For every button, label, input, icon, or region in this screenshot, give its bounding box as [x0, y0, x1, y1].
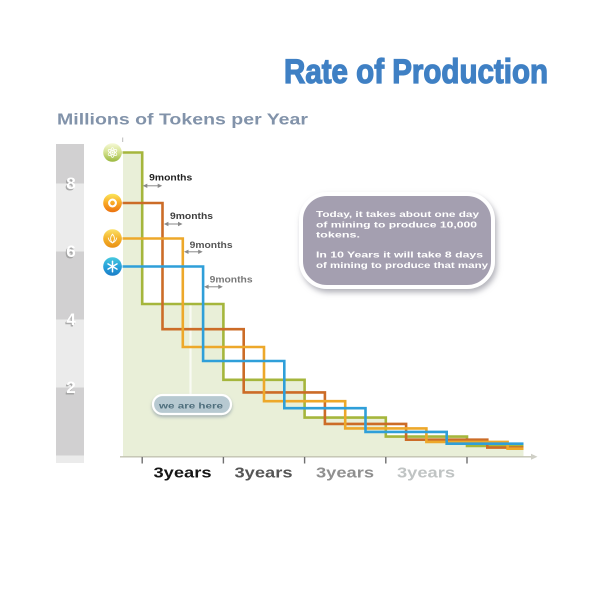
svg-text:Today, it takes about one day: Today, it takes about one day: [316, 209, 479, 219]
svg-text:we are here: we are here: [158, 402, 224, 411]
svg-text:9months: 9months: [210, 274, 253, 285]
svg-text:Millions of Tokens per Year: Millions of Tokens per Year: [57, 112, 308, 129]
svg-text:9months: 9months: [190, 240, 233, 251]
svg-text:of mining to produce 10,000: of mining to produce 10,000: [316, 219, 477, 229]
svg-text:3years: 3years: [154, 466, 212, 482]
svg-text:8: 8: [66, 174, 75, 193]
svg-text:9months: 9months: [149, 172, 192, 183]
svg-text:3years: 3years: [235, 466, 293, 482]
svg-text:tokens.: tokens.: [316, 230, 360, 240]
svg-text:In 10 Years it will take 8 day: In 10 Years it will take 8 days: [316, 250, 483, 260]
svg-text:of mining to produce that many: of mining to produce that many: [316, 260, 488, 270]
svg-text:4: 4: [66, 310, 76, 329]
svg-text:3years: 3years: [397, 466, 455, 482]
svg-text:8: 8: [65, 176, 74, 195]
svg-text:9months: 9months: [170, 211, 213, 222]
svg-text:2: 2: [66, 378, 75, 397]
svg-text:2: 2: [65, 380, 74, 399]
svg-text:4: 4: [65, 312, 75, 331]
svg-text:6: 6: [65, 244, 74, 263]
svg-text:Rate of Production: Rate of Production: [284, 53, 548, 91]
svg-text:3years: 3years: [316, 466, 374, 482]
svg-text:6: 6: [66, 242, 75, 261]
